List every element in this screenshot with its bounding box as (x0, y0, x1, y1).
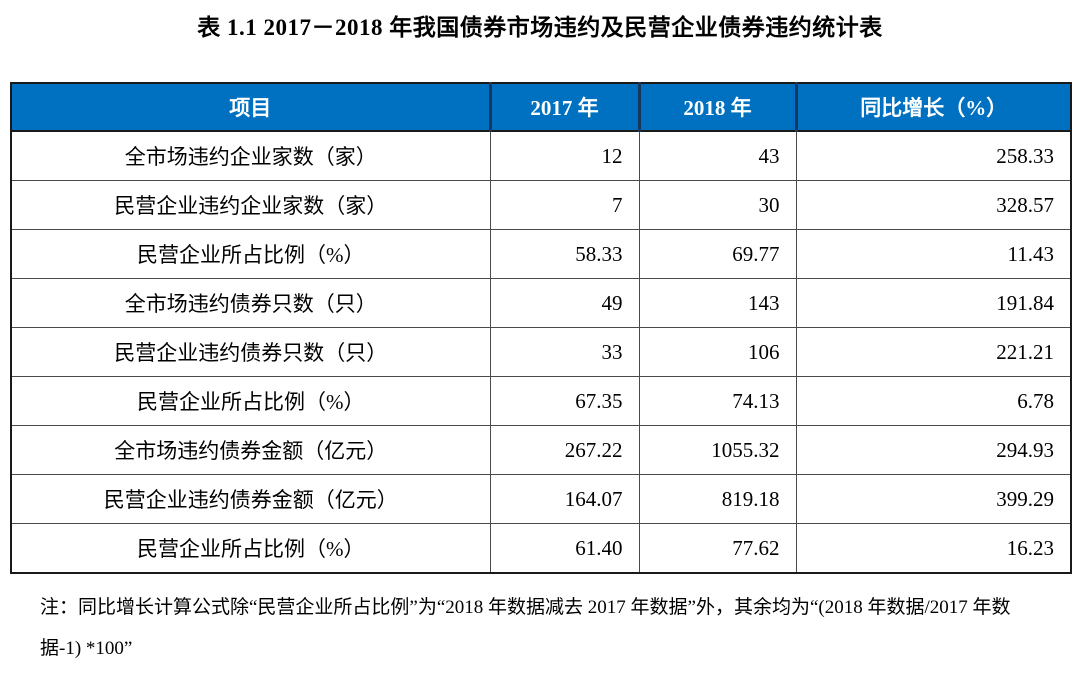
bond-default-stats-table: 项目 2017 年 2018 年 同比增长（%） 全市场违约企业家数（家） 12… (10, 82, 1072, 574)
value-2018: 30 (638, 180, 797, 230)
value-growth: 11.43 (795, 229, 1072, 279)
value-growth: 191.84 (795, 278, 1072, 328)
value-growth: 399.29 (795, 474, 1072, 524)
value-2017: 61.40 (489, 523, 640, 574)
table-body: 全市场违约企业家数（家） 12 43 258.33 民营企业违约企业家数（家） … (10, 130, 1072, 574)
table-row: 全市场违约企业家数（家） 12 43 258.33 (10, 130, 1072, 181)
value-2017: 7 (489, 180, 640, 230)
document-page: 表 1.1 2017－2018 年我国债券市场违约及民营企业债券违约统计表 项目… (0, 8, 1080, 678)
value-growth: 16.23 (795, 523, 1072, 574)
value-growth: 294.93 (795, 425, 1072, 475)
value-2018: 77.62 (638, 523, 797, 574)
row-label: 民营企业违约债券金额（亿元） (10, 474, 491, 524)
table-container: 项目 2017 年 2018 年 同比增长（%） 全市场违约企业家数（家） 12… (10, 82, 1072, 574)
value-2017: 267.22 (489, 425, 640, 475)
value-growth: 328.57 (795, 180, 1072, 230)
value-2018: 106 (638, 327, 797, 377)
value-2017: 67.35 (489, 376, 640, 426)
table-row: 全市场违约债券金额（亿元） 267.22 1055.32 294.93 (10, 425, 1072, 475)
row-label: 民营企业所占比例（%） (10, 523, 491, 574)
calculation-note: 注：同比增长计算公式除“民营企业所占比例”为“2018 年数据减去 2017 年… (40, 597, 1011, 659)
table-row: 民营企业所占比例（%） 61.40 77.62 16.23 (10, 523, 1072, 574)
table-footnotes: 注：同比增长计算公式除“民营企业所占比例”为“2018 年数据减去 2017 年… (40, 587, 1038, 678)
row-label: 全市场违约企业家数（家） (10, 130, 491, 181)
value-2018: 1055.32 (638, 425, 797, 475)
header-row: 项目 2017 年 2018 年 同比增长（%） (11, 83, 1071, 132)
value-2017: 12 (489, 130, 640, 181)
table-header: 项目 2017 年 2018 年 同比增长（%） (11, 83, 1071, 132)
value-growth: 6.78 (795, 376, 1072, 426)
row-label: 民营企业所占比例（%） (10, 376, 491, 426)
column-header-growth: 同比增长（%） (794, 83, 1071, 132)
value-growth: 258.33 (795, 130, 1072, 181)
value-2018: 143 (638, 278, 797, 328)
value-growth: 221.21 (795, 327, 1072, 377)
column-header-2017: 2017 年 (488, 83, 639, 132)
value-2017: 49 (489, 278, 640, 328)
table-row: 民营企业违约债券只数（只） 33 106 221.21 (10, 327, 1072, 377)
value-2018: 819.18 (638, 474, 797, 524)
row-label: 全市场违约债券金额（亿元） (10, 425, 491, 475)
table-row: 全市场违约债券只数（只） 49 143 191.84 (10, 278, 1072, 328)
value-2018: 74.13 (638, 376, 797, 426)
value-2017: 164.07 (489, 474, 640, 524)
row-label: 全市场违约债券只数（只） (10, 278, 491, 328)
value-2018: 43 (638, 130, 797, 181)
column-header-2018: 2018 年 (637, 83, 796, 132)
data-source: 数据来源：联合资信 COS 系统 (40, 671, 1038, 678)
table-row: 民营企业所占比例（%） 67.35 74.13 6.78 (10, 376, 1072, 426)
column-header-item: 项目 (11, 83, 490, 132)
table-row: 民营企业所占比例（%） 58.33 69.77 11.43 (10, 229, 1072, 279)
value-2018: 69.77 (638, 229, 797, 279)
value-2017: 33 (489, 327, 640, 377)
value-2017: 58.33 (489, 229, 640, 279)
table-row: 民营企业违约企业家数（家） 7 30 328.57 (10, 180, 1072, 230)
table-row: 民营企业违约债券金额（亿元） 164.07 819.18 399.29 (10, 474, 1072, 524)
row-label: 民营企业违约企业家数（家） (10, 180, 491, 230)
row-label: 民营企业所占比例（%） (10, 229, 491, 279)
row-label: 民营企业违约债券只数（只） (10, 327, 491, 377)
table-title: 表 1.1 2017－2018 年我国债券市场违约及民营企业债券违约统计表 (197, 15, 883, 40)
